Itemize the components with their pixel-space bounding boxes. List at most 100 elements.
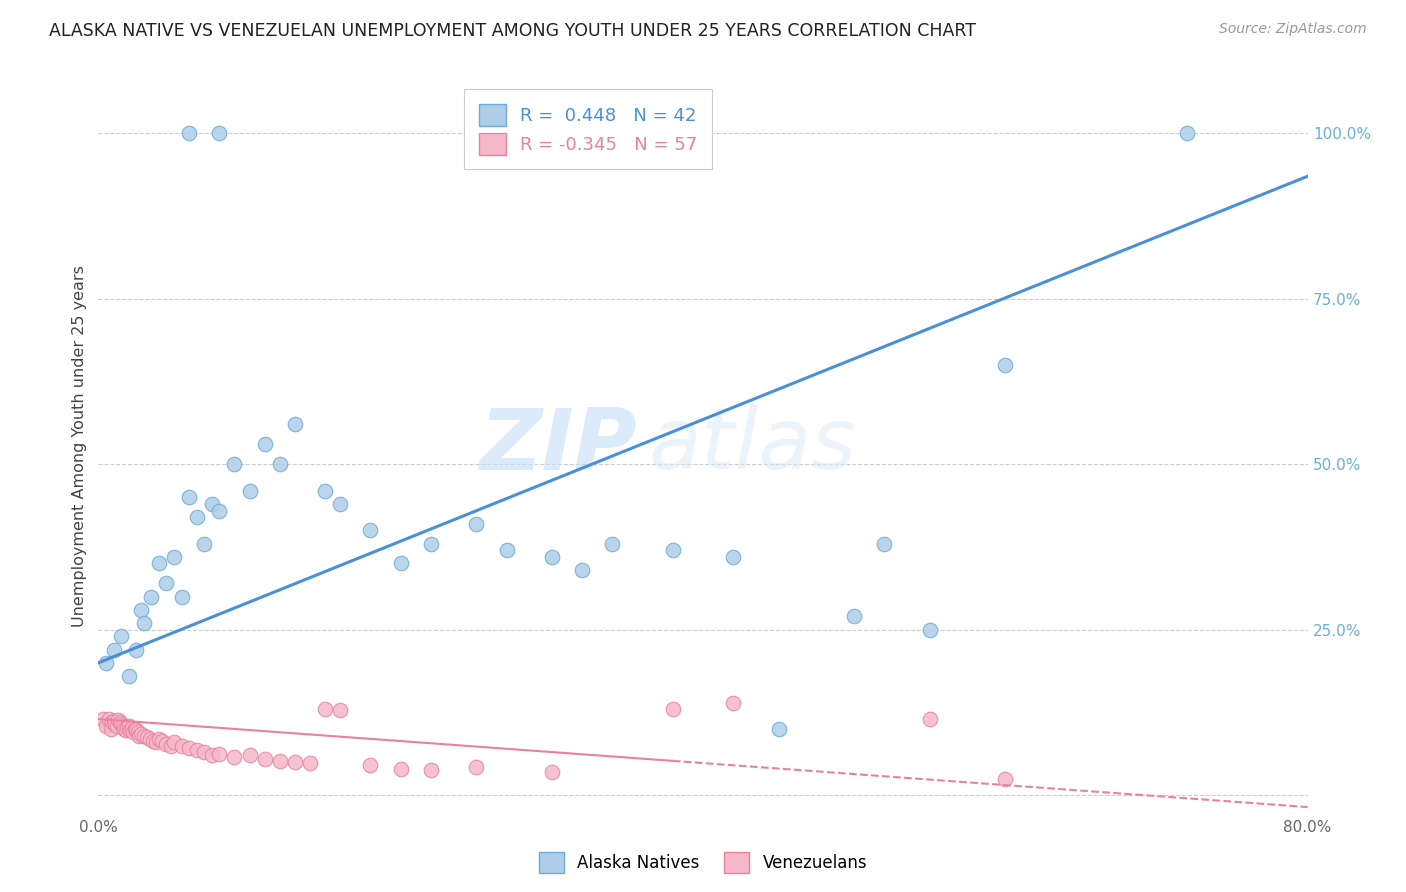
Point bbox=[112, 722, 135, 736]
Point bbox=[110, 716, 132, 731]
Point bbox=[105, 719, 128, 733]
Point bbox=[571, 563, 593, 577]
Legend: R =  0.448   N = 42, R = -0.345   N = 57: R = 0.448 N = 42, R = -0.345 N = 57 bbox=[464, 89, 711, 169]
Point bbox=[179, 126, 201, 140]
Point bbox=[201, 748, 224, 763]
Point bbox=[125, 642, 148, 657]
Point bbox=[179, 740, 201, 755]
Point bbox=[128, 729, 150, 743]
Point bbox=[299, 756, 322, 771]
Point bbox=[360, 758, 382, 772]
Point bbox=[100, 722, 122, 736]
Point bbox=[186, 743, 208, 757]
Point bbox=[269, 754, 291, 768]
Point bbox=[127, 725, 149, 739]
Point bbox=[389, 557, 412, 571]
Point bbox=[145, 735, 167, 749]
Point bbox=[540, 549, 562, 564]
Point bbox=[139, 731, 162, 746]
Point bbox=[94, 656, 117, 670]
Point bbox=[107, 714, 129, 728]
Point bbox=[101, 715, 124, 730]
Point bbox=[269, 457, 291, 471]
Point bbox=[193, 536, 215, 550]
Point bbox=[253, 752, 276, 766]
Point bbox=[994, 358, 1017, 372]
Point bbox=[540, 764, 562, 779]
Point bbox=[111, 719, 134, 733]
Point bbox=[125, 723, 148, 738]
Point bbox=[239, 483, 262, 498]
Point bbox=[420, 536, 443, 550]
Point bbox=[120, 723, 142, 738]
Point bbox=[389, 762, 412, 776]
Point bbox=[163, 549, 186, 564]
Point bbox=[918, 712, 941, 726]
Point bbox=[115, 720, 138, 734]
Point bbox=[141, 590, 163, 604]
Point bbox=[186, 510, 208, 524]
Point bbox=[98, 712, 121, 726]
Point bbox=[360, 524, 382, 538]
Point bbox=[179, 491, 201, 505]
Text: Source: ZipAtlas.com: Source: ZipAtlas.com bbox=[1219, 22, 1367, 37]
Point bbox=[239, 748, 262, 763]
Point bbox=[170, 590, 193, 604]
Point bbox=[253, 437, 276, 451]
Point bbox=[110, 629, 132, 643]
Point bbox=[129, 727, 152, 741]
Point bbox=[224, 457, 246, 471]
Point bbox=[132, 616, 155, 631]
Point bbox=[329, 703, 352, 717]
Point bbox=[163, 735, 186, 749]
Point bbox=[193, 745, 215, 759]
Point bbox=[465, 516, 488, 531]
Point bbox=[201, 497, 224, 511]
Point bbox=[124, 722, 146, 736]
Point bbox=[135, 730, 157, 744]
Point bbox=[148, 557, 170, 571]
Point bbox=[420, 763, 443, 777]
Point bbox=[122, 725, 145, 739]
Point bbox=[150, 734, 173, 748]
Point bbox=[103, 642, 125, 657]
Point bbox=[768, 722, 790, 736]
Point bbox=[208, 747, 231, 761]
Point bbox=[108, 715, 131, 730]
Point bbox=[284, 755, 307, 769]
Point bbox=[329, 497, 352, 511]
Point bbox=[155, 576, 177, 591]
Point bbox=[1175, 126, 1198, 140]
Point bbox=[661, 543, 683, 558]
Point bbox=[114, 723, 136, 738]
Text: atlas: atlas bbox=[648, 404, 856, 488]
Point bbox=[118, 719, 141, 733]
Point bbox=[142, 734, 165, 748]
Point bbox=[103, 714, 125, 728]
Point bbox=[121, 721, 143, 735]
Point bbox=[155, 737, 177, 751]
Point bbox=[918, 623, 941, 637]
Point bbox=[994, 772, 1017, 786]
Point bbox=[723, 696, 745, 710]
Point bbox=[465, 760, 488, 774]
Point bbox=[284, 417, 307, 432]
Point bbox=[208, 126, 231, 140]
Point bbox=[314, 702, 336, 716]
Point bbox=[132, 729, 155, 743]
Point bbox=[873, 536, 896, 550]
Point bbox=[314, 483, 336, 498]
Point bbox=[495, 543, 517, 558]
Point bbox=[208, 503, 231, 517]
Point bbox=[94, 719, 117, 733]
Point bbox=[129, 603, 152, 617]
Point bbox=[844, 609, 866, 624]
Point bbox=[91, 712, 114, 726]
Text: ZIP: ZIP bbox=[479, 404, 637, 488]
Point bbox=[104, 716, 127, 731]
Point bbox=[160, 739, 183, 753]
Point bbox=[118, 669, 141, 683]
Point bbox=[723, 549, 745, 564]
Point bbox=[148, 731, 170, 746]
Point bbox=[170, 739, 193, 753]
